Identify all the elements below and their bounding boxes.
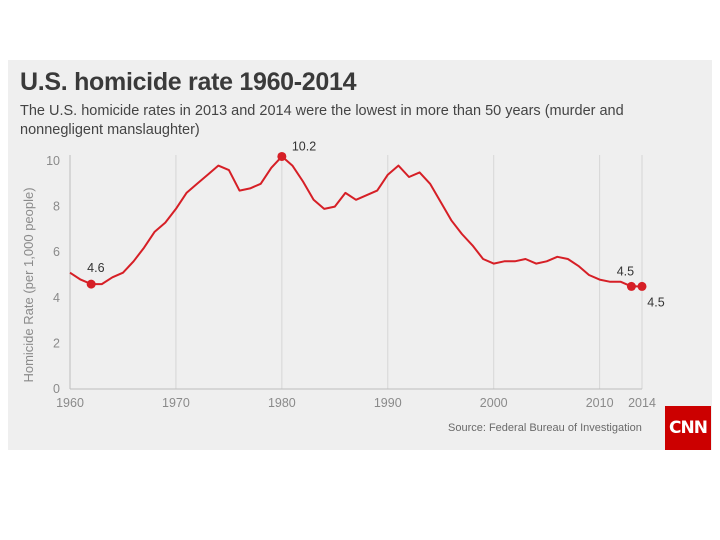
chart-title: U.S. homicide rate 1960-2014 <box>20 68 357 96</box>
x-axis-ticks: 1960 1970 1980 1990 2000 2010 2014 <box>56 396 656 410</box>
y-tick-label-4: 4 <box>53 291 60 305</box>
annotations: 4.6 10.2 4.5 4.5 <box>86 139 665 309</box>
y-tick-label-0: 0 <box>53 382 60 396</box>
x-tick-label-1990: 1990 <box>374 396 402 410</box>
annotation-label-2013: 4.5 <box>617 264 634 278</box>
x-tick-label-1960: 1960 <box>56 396 84 410</box>
y-axis-label: Homicide Rate (per 1,000 people) <box>21 187 36 382</box>
x-tick-label-1970: 1970 <box>162 396 190 410</box>
y-tick-label-2: 2 <box>53 336 60 350</box>
grid-lines <box>69 155 643 390</box>
chart-subtitle: The U.S. homicide rates in 2013 and 2014… <box>20 103 624 138</box>
x-tick-label-2000: 2000 <box>480 396 508 410</box>
series-line-homicide-rate <box>69 155 642 288</box>
annotation-label-1980: 10.2 <box>292 139 316 153</box>
marker-1980 <box>277 151 287 161</box>
y-axis-ticks: 0 2 4 6 8 10 <box>46 154 60 396</box>
annotation-label-1962: 4.6 <box>87 261 104 275</box>
line-chart: 0 2 4 6 8 10 1960 1970 1980 1990 2000 2010 2014 Hom… <box>21 139 665 410</box>
marker-2013 <box>626 281 636 291</box>
x-tick-label-1980: 1980 <box>268 396 296 410</box>
chart-card: U.S. homicide rate 1960-2014 The U.S. ho… <box>8 60 712 450</box>
cnn-logo: CNN <box>665 406 711 450</box>
marker-2014 <box>637 281 647 291</box>
y-tick-label-10: 10 <box>46 154 60 168</box>
y-tick-label-6: 6 <box>53 245 60 259</box>
source-note: Source: Federal Bureau of Investigation <box>448 422 642 434</box>
x-tick-label-2010: 2010 <box>586 396 614 410</box>
annotation-label-2014: 4.5 <box>647 295 664 309</box>
y-tick-label-8: 8 <box>53 200 60 214</box>
x-tick-label-2014: 2014 <box>628 396 656 410</box>
marker-1962 <box>86 279 96 289</box>
